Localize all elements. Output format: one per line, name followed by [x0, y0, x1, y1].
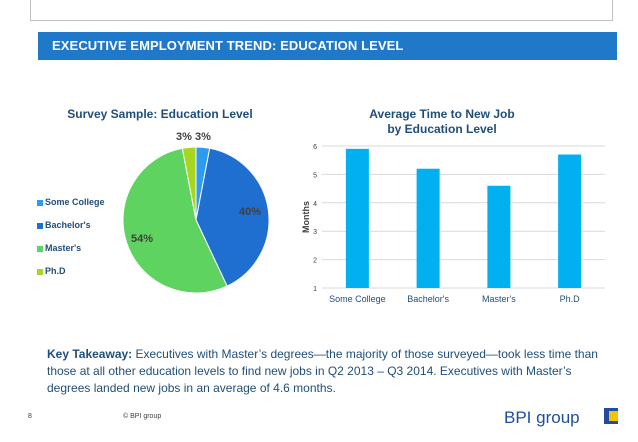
- copyright: © BPI group: [123, 413, 162, 420]
- logo-text: BPI group: [504, 408, 580, 427]
- x-tick-label: Bachelor's: [407, 294, 449, 304]
- bar: [487, 185, 511, 288]
- pie-label-phd: 3%: [176, 131, 192, 143]
- pie-slice-bachelors: [195, 147, 270, 287]
- legend-swatch: [37, 199, 43, 206]
- title-banner: EXECUTIVE EMPLOYMENT TREND: EDUCATION LE…: [38, 32, 617, 60]
- takeaway-text: Executives with Master’s degrees—the maj…: [47, 347, 598, 395]
- takeaway-lead: Key Takeaway:: [47, 347, 133, 361]
- x-tick-label: Ph.D: [560, 294, 581, 304]
- x-tick-label: Some College: [329, 294, 386, 304]
- pie-slice-phd: [181, 146, 197, 221]
- pie-slice-masters: [122, 147, 228, 294]
- legend-swatch: [37, 268, 43, 275]
- legend-swatch: [37, 222, 43, 229]
- y-tick-label: 2: [313, 258, 317, 265]
- legend-swatch: [37, 245, 43, 252]
- frame-right-line: [612, 0, 613, 20]
- pie-chart-title: Survey Sample: Education Level: [67, 107, 253, 121]
- page-number: 8: [28, 413, 32, 420]
- y-tick-label: 1: [313, 286, 317, 293]
- frame-left-line: [30, 0, 31, 20]
- legend-label: Master's: [45, 243, 82, 253]
- legend-item-some-college: Some College: [37, 197, 105, 207]
- pie-label-bachelors: 40%: [239, 206, 262, 218]
- bar: [558, 154, 582, 288]
- legend-item-masters: Master's: [37, 243, 81, 253]
- legend-item-bachelors: Bachelor's: [37, 220, 91, 230]
- bpi-group-logo: BPI group: [504, 408, 618, 427]
- y-tick-label: 5: [313, 172, 317, 179]
- y-tick-label: 6: [313, 144, 317, 151]
- bar: [416, 168, 440, 288]
- bar: [345, 148, 369, 288]
- frame-top-line: [30, 20, 613, 21]
- legend-label: Some College: [45, 197, 105, 207]
- logo-mark-accent: [609, 411, 618, 421]
- legend-label: Bachelor's: [45, 220, 91, 230]
- bar-chart-title: Average Time to New Job by Education Lev…: [369, 107, 515, 136]
- y-tick-label: 3: [313, 229, 317, 236]
- pie-label-masters: 54%: [131, 233, 154, 245]
- legend-item-phd: Ph.D: [37, 266, 66, 276]
- key-takeaway: Key Takeaway: Executives with Master’s d…: [47, 346, 607, 397]
- y-axis-label: Months: [301, 201, 311, 233]
- y-tick-label: 4: [313, 201, 317, 208]
- legend-label: Ph.D: [45, 266, 66, 276]
- x-tick-label: Master's: [482, 294, 516, 304]
- page-title: EXECUTIVE EMPLOYMENT TREND: EDUCATION LE…: [52, 38, 404, 53]
- pie-label-some-college: 3%: [195, 131, 211, 143]
